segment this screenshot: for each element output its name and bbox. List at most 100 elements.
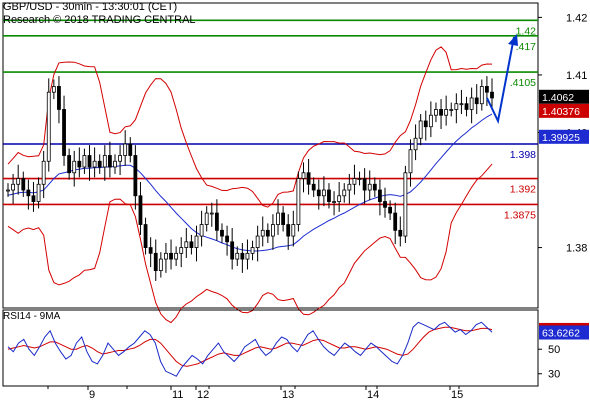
rsi-y-tick-label: 50	[548, 344, 560, 356]
price-tag	[539, 103, 589, 118]
candle-body	[77, 160, 82, 168]
candle-body	[291, 224, 296, 237]
candle-body	[51, 86, 56, 93]
candle-body	[41, 160, 46, 185]
rsi-price-tag-label: 63.6262	[542, 328, 580, 340]
candle-body	[214, 212, 219, 231]
level-label: 1.392	[510, 184, 536, 196]
candle-body	[220, 229, 224, 237]
rsi-plot-frame	[2, 309, 539, 387]
candle-body	[449, 109, 454, 111]
candle-body	[46, 91, 51, 162]
candle-body	[464, 103, 469, 110]
candle-body	[158, 258, 163, 271]
candle-body	[245, 252, 250, 260]
rsi-ma-line	[7, 326, 493, 367]
x-axis: 9 11 12 13 14 15	[47, 386, 463, 400]
candle-body	[393, 212, 398, 231]
candle-body	[11, 183, 15, 191]
candle-body	[367, 183, 372, 191]
candle-body	[439, 109, 443, 116]
x-tick-label: 11	[172, 389, 183, 400]
candle-body	[21, 178, 26, 191]
bollinger-upper-band	[7, 46, 493, 208]
candle-body	[97, 160, 102, 168]
rsi-line	[7, 321, 493, 377]
candle-body	[82, 155, 87, 168]
candle-body	[36, 183, 41, 202]
candle-body	[230, 241, 235, 260]
candle-body	[107, 155, 112, 168]
level-label: .417	[516, 41, 537, 53]
level-label: 1.42	[516, 25, 537, 37]
candle-body	[57, 86, 61, 110]
level-label: 1.3875	[504, 209, 536, 221]
candle-body	[184, 241, 189, 248]
rsi-panel: 503065.74663.6262	[2, 309, 589, 387]
candle-body	[148, 247, 153, 254]
bollinger-lower-band	[7, 163, 493, 324]
candle-body	[276, 212, 280, 225]
projection-arrow-line	[486, 36, 515, 125]
x-tick-label: 14	[367, 389, 379, 400]
price-panel: 1.421.411.401.381.42.417.41051.3981.3921…	[2, 2, 589, 324]
candle-body	[388, 206, 393, 214]
candle-body	[490, 91, 494, 99]
candle-body	[362, 178, 367, 191]
source-credit: Research © 2018 TRADING CENTRAL	[3, 14, 196, 26]
candle-body	[204, 212, 209, 225]
candle-body	[296, 178, 301, 225]
candle-body	[485, 86, 489, 93]
level-label: .4105	[510, 77, 536, 89]
candle-body	[123, 143, 128, 156]
candle-body	[332, 201, 336, 203]
candle-body	[92, 160, 97, 168]
candle-body	[87, 155, 92, 168]
candle-body	[423, 120, 428, 128]
candle-body	[225, 235, 229, 243]
candle-body	[250, 247, 255, 254]
candle-body	[128, 143, 133, 156]
projection-arrow-head	[508, 33, 518, 46]
candle-body	[352, 178, 357, 185]
candle-body	[67, 155, 72, 174]
candle-body	[459, 103, 464, 106]
candle-body	[403, 172, 408, 237]
candle-body	[6, 189, 10, 192]
price-tag-label: 1.40376	[542, 106, 580, 118]
x-tick-label: 15	[451, 389, 463, 400]
candle-body	[199, 224, 204, 237]
candle-body	[413, 137, 418, 151]
candle-body	[255, 235, 260, 248]
price-plot-frame	[2, 2, 539, 309]
candle-body	[169, 252, 173, 260]
candle-body	[209, 212, 214, 215]
candle-body	[164, 252, 168, 260]
candle-body	[418, 120, 423, 139]
x-tick-label: 12	[197, 389, 209, 400]
candle-body	[321, 189, 326, 197]
candle-body	[102, 155, 107, 168]
rsi-price-tag	[539, 325, 589, 340]
candle-body	[286, 224, 291, 237]
candle-body	[337, 195, 342, 202]
price-y-tick-label: 1.41	[566, 70, 587, 82]
candle-body	[311, 183, 316, 191]
candle-body	[327, 189, 331, 202]
price-tag-label: 1.39925	[542, 132, 580, 144]
candle-body	[194, 235, 199, 248]
candle-body	[357, 178, 362, 180]
candle-body	[189, 241, 194, 248]
price-y-tick-label: 1.38	[566, 243, 587, 255]
candle-body	[469, 97, 474, 110]
candle-body	[62, 109, 66, 156]
candle-body	[383, 201, 387, 208]
candle-body	[398, 229, 403, 237]
candle-body	[240, 252, 245, 260]
candle-body	[301, 172, 306, 179]
chart-title: GBP/USD - 30min - 13:30:01 (CET)	[3, 1, 178, 13]
candle-body	[138, 195, 143, 225]
candle-body	[153, 252, 158, 271]
candle-body	[281, 212, 286, 225]
